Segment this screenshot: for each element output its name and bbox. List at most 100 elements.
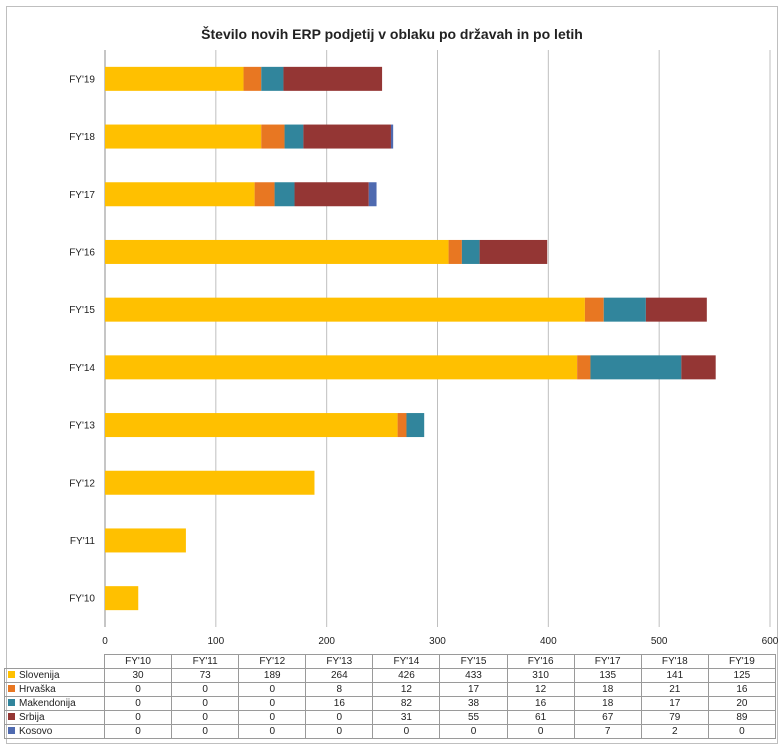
table-cell: 0 bbox=[171, 696, 240, 711]
table-cell: 67 bbox=[573, 710, 642, 725]
bar-srbija-fy18 bbox=[303, 124, 391, 149]
table-cell: 7 bbox=[573, 724, 642, 739]
table-cell: 433 bbox=[439, 668, 508, 683]
table-cell: 79 bbox=[640, 710, 709, 725]
series-legend-cell: Srbija bbox=[4, 710, 105, 725]
table-cell: 8 bbox=[305, 682, 374, 697]
bar-makendonija-fy17 bbox=[274, 182, 295, 207]
table-cell: 0 bbox=[439, 724, 508, 739]
bar-srbija-fy16 bbox=[479, 239, 548, 264]
table-cell: 0 bbox=[103, 696, 173, 711]
series-legend-cell: Kosovo bbox=[4, 724, 105, 739]
table-cell: 0 bbox=[305, 724, 374, 739]
table-cell: 16 bbox=[305, 696, 374, 711]
bar-makendonija-fy16 bbox=[461, 239, 480, 264]
table-cell: 73 bbox=[171, 668, 240, 683]
table-cell: 30 bbox=[103, 668, 173, 683]
table-column-header: FY'17 bbox=[573, 654, 642, 669]
table-column-header: FY'13 bbox=[305, 654, 374, 669]
table-cell: 21 bbox=[640, 682, 709, 697]
category-label: FY'10 bbox=[69, 594, 95, 605]
table-row: Srbija 0 0 0 0 31 55 61 67 79 89 bbox=[4, 710, 776, 725]
table-cell: 12 bbox=[506, 682, 575, 697]
table-cell: 0 bbox=[103, 710, 173, 725]
bar-slovenija-fy11 bbox=[105, 528, 186, 553]
x-tick-label: 200 bbox=[318, 636, 335, 647]
series-name: Kosovo bbox=[19, 725, 53, 737]
table-cell: 17 bbox=[640, 696, 709, 711]
legend-swatch bbox=[8, 699, 15, 707]
category-label: FY'17 bbox=[69, 190, 95, 201]
x-tick-label: 600 bbox=[762, 636, 779, 647]
x-tick-label: 400 bbox=[540, 636, 557, 647]
table-cell: 264 bbox=[305, 668, 374, 683]
category-label: FY'14 bbox=[69, 363, 95, 374]
table-cell: 0 bbox=[238, 710, 307, 725]
table-cell: 31 bbox=[372, 710, 441, 725]
data-table: FY'10 FY'11 FY'12 FY'13 FY'14 FY'15 FY'16 FY'17… bbox=[4, 654, 776, 739]
bar-slovenija-fy19 bbox=[105, 66, 244, 91]
table-cell: 0 bbox=[707, 724, 776, 739]
bar-kosovo-fy18 bbox=[390, 124, 394, 149]
legend-swatch bbox=[8, 685, 15, 693]
table-column-header: FY'14 bbox=[372, 654, 441, 669]
bar-kosovo-fy17 bbox=[368, 182, 377, 207]
bar-srbija-fy15 bbox=[645, 297, 707, 322]
x-tick-label: 100 bbox=[207, 636, 224, 647]
category-label: FY'11 bbox=[70, 536, 96, 547]
bar-hrvaška-fy19 bbox=[243, 66, 262, 91]
table-cell: 0 bbox=[171, 710, 240, 725]
bar-makendonija-fy14 bbox=[590, 355, 682, 380]
table-cell: 0 bbox=[238, 724, 307, 739]
x-tick-label: 500 bbox=[651, 636, 668, 647]
table-column-header: FY'16 bbox=[506, 654, 575, 669]
table-cell: 55 bbox=[439, 710, 508, 725]
bar-slovenija-fy15 bbox=[105, 297, 585, 322]
table-cell: 38 bbox=[439, 696, 508, 711]
bar-makendonija-fy15 bbox=[603, 297, 646, 322]
table-cell: 0 bbox=[372, 724, 441, 739]
bar-slovenija-fy17 bbox=[105, 182, 255, 207]
bar-makendonija-fy19 bbox=[261, 66, 284, 91]
table-row: Kosovo 0 0 0 0 0 0 0 7 2 0 bbox=[4, 724, 776, 739]
series-name: Makendonija bbox=[19, 697, 76, 709]
series-name: Slovenija bbox=[19, 669, 60, 681]
table-header-row: FY'10 FY'11 FY'12 FY'13 FY'14 FY'15 FY'16 FY'17… bbox=[4, 654, 776, 669]
series-legend-cell: Slovenija bbox=[4, 668, 105, 683]
table-cell: 0 bbox=[238, 682, 307, 697]
bar-hrvaška-fy16 bbox=[448, 239, 462, 264]
table-cell: 12 bbox=[372, 682, 441, 697]
legend-swatch bbox=[8, 713, 15, 721]
chart-title: Število novih ERP podjetij v oblaku po d… bbox=[201, 26, 583, 42]
table-column-header: FY'15 bbox=[439, 654, 508, 669]
table-cell: 17 bbox=[439, 682, 508, 697]
table-column-header: FY'10 bbox=[103, 654, 173, 669]
table-cell: 141 bbox=[640, 668, 709, 683]
category-label: FY'12 bbox=[69, 478, 95, 489]
table-cell: 2 bbox=[640, 724, 709, 739]
category-label: FY'19 bbox=[69, 74, 95, 85]
bar-hrvaška-fy18 bbox=[261, 124, 285, 149]
table-column-header: FY'12 bbox=[238, 654, 307, 669]
bar-slovenija-fy14 bbox=[105, 355, 578, 380]
table-cell: 135 bbox=[573, 668, 642, 683]
bar-slovenija-fy13 bbox=[105, 413, 398, 438]
table-row: Slovenija 30 73 189 264 426 433 310 135 141 125 bbox=[4, 668, 776, 683]
bar-makendonija-fy18 bbox=[284, 124, 304, 149]
table-cell: 82 bbox=[372, 696, 441, 711]
category-label: FY'13 bbox=[69, 421, 95, 432]
series-name: Hrvaška bbox=[19, 683, 56, 695]
bar-slovenija-fy10 bbox=[105, 586, 139, 611]
table-cell: 89 bbox=[707, 710, 776, 725]
table-column-header: FY'18 bbox=[640, 654, 709, 669]
table-cell: 0 bbox=[238, 696, 307, 711]
bar-slovenija-fy12 bbox=[105, 470, 315, 495]
bar-hrvaška-fy13 bbox=[397, 413, 407, 438]
table-row: Makendonija 0 0 0 16 82 38 16 18 17 20 bbox=[4, 696, 776, 711]
table-cell: 0 bbox=[506, 724, 575, 739]
table-cell: 61 bbox=[506, 710, 575, 725]
table-cell: 16 bbox=[707, 682, 776, 697]
table-cell: 189 bbox=[238, 668, 307, 683]
table-cell: 0 bbox=[103, 682, 173, 697]
